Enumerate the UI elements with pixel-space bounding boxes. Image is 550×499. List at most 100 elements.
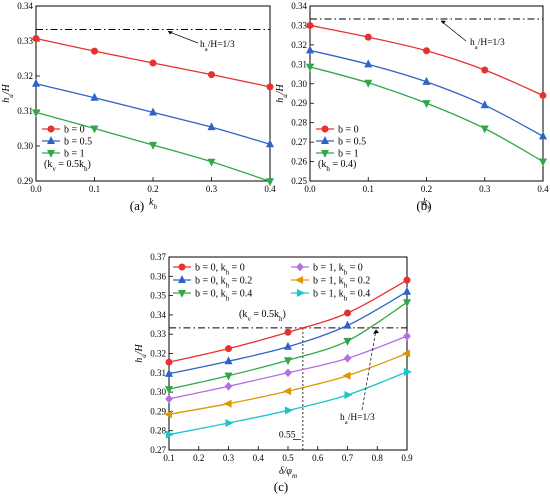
data-point: [224, 372, 233, 381]
reference-line-label: ha/H=1/3: [200, 40, 235, 53]
data-point: [265, 178, 275, 187]
data-point: [164, 368, 174, 377]
x-tick-label: 0.3: [206, 184, 218, 194]
data-point: [90, 125, 99, 134]
y-axis-label: ha/H: [1, 83, 15, 102]
data-point: [344, 309, 351, 317]
data-point: [305, 63, 315, 72]
data-point: [31, 78, 41, 87]
y-axis-label: ha/H: [134, 343, 148, 362]
data-point: [224, 381, 233, 391]
reference-arrow: [440, 20, 467, 42]
y-tick-label: 0.31: [291, 59, 307, 69]
data-point: [403, 331, 411, 341]
legend-marker: [47, 125, 55, 133]
legend-marker: [46, 149, 56, 158]
legend-marker: [296, 288, 305, 298]
panel-label: (c): [274, 479, 288, 494]
data-point: [480, 100, 489, 109]
data-point: [164, 386, 174, 395]
data-point: [284, 368, 292, 378]
legend-marker: [177, 275, 187, 284]
legend-label-5: b = 1, kh = 0.2: [313, 276, 370, 290]
data-point: [481, 66, 489, 74]
y-tick-label: 0.27: [291, 137, 307, 147]
y-tick-label: 0.32: [291, 40, 307, 50]
chart-a: 0.0 0.1 0.2 0.3 0.4 0.29 0.30 0.31 0.32 0.33 0.34 k…: [1, 1, 276, 213]
reference-arrowhead: [168, 30, 173, 35]
y-tick-label: 0.29: [150, 406, 166, 416]
y-tick-label: 0.34: [150, 310, 166, 320]
x-tick-label: 0.2: [421, 184, 432, 194]
data-point: [31, 109, 41, 118]
y-tick-label: 0.28: [291, 118, 307, 128]
data-point: [165, 394, 173, 404]
y-tick-label: 0.25: [291, 176, 307, 186]
x-tick-label: 0.1: [363, 184, 374, 194]
data-point: [343, 320, 352, 329]
x-tick-label: 0.4: [253, 453, 265, 463]
data-point: [306, 21, 314, 29]
data-point: [403, 367, 412, 376]
data-point: [283, 357, 293, 366]
reference-line-label: ha/H=1/3: [470, 38, 505, 51]
data-point: [423, 47, 430, 55]
legend-marker: [177, 289, 187, 298]
legend-label-4: b = 1, kh = 0: [313, 263, 363, 277]
x-tick-label: 0.1: [163, 453, 174, 463]
data-point: [90, 92, 99, 101]
legend-label-1: b = 0: [64, 125, 85, 136]
legend-label-2: b = 0.5: [64, 137, 92, 148]
data-point: [284, 406, 293, 415]
y-tick-label: 0.31: [150, 368, 166, 378]
data-point: [165, 430, 174, 439]
x-tick-label: 0.3: [223, 453, 235, 463]
y-tick-label: 0.26: [291, 157, 307, 167]
legend-label-6: b = 1, kh = 0.4: [313, 289, 370, 303]
legend-label-2: b = 0.5: [338, 137, 366, 148]
y-tick-label: 0.33: [291, 20, 307, 30]
legend-label-2: b = 0, kh = 0.2: [195, 276, 252, 290]
x-tick-label: 0.9: [401, 453, 413, 463]
x-tick-label: 0.2: [193, 453, 204, 463]
legend-marker: [46, 136, 56, 145]
data-point: [207, 158, 216, 167]
x-tick-label: 0.1: [89, 184, 100, 194]
y-tick-label: 0.35: [150, 291, 166, 301]
legend-note: (kh = 0.4): [318, 159, 356, 173]
y-tick-label: 0.36: [150, 271, 166, 281]
y-tick-label: 0.30: [17, 141, 33, 151]
x-tick-label: 0.4: [537, 184, 549, 194]
data-point: [539, 91, 547, 99]
x-tick-label: 0.0: [30, 184, 42, 194]
x-tick-label: 0.5: [282, 453, 294, 463]
data-point: [344, 390, 353, 400]
y-tick-label: 0.33: [17, 36, 33, 46]
data-point: [364, 79, 373, 88]
x-axis-label: kv: [423, 197, 431, 211]
y-tick-label: 0.33: [150, 329, 166, 339]
data-point: [402, 286, 412, 295]
data-point: [225, 345, 232, 353]
series-line-1: [309, 24, 544, 97]
data-point: [538, 158, 548, 167]
data-point: [148, 107, 158, 116]
x-tick-label: 0.4: [264, 184, 276, 194]
data-point: [538, 131, 548, 140]
data-point: [91, 47, 98, 55]
data-point: [305, 45, 315, 54]
y-tick-label: 0.32: [17, 71, 33, 81]
data-point: [284, 328, 292, 336]
data-point: [266, 83, 274, 91]
panel-label: (a): [130, 198, 144, 213]
data-point: [422, 76, 431, 85]
data-point: [342, 371, 351, 380]
reference-arrowhead: [373, 329, 379, 334]
legend-label-1: b = 0: [338, 125, 359, 136]
legend-note: (kv = 0.5kh): [239, 309, 286, 323]
series-line-2: [309, 49, 544, 137]
data-point: [225, 418, 234, 427]
y-tick-label: 0.27: [150, 445, 166, 455]
data-point: [224, 356, 233, 365]
